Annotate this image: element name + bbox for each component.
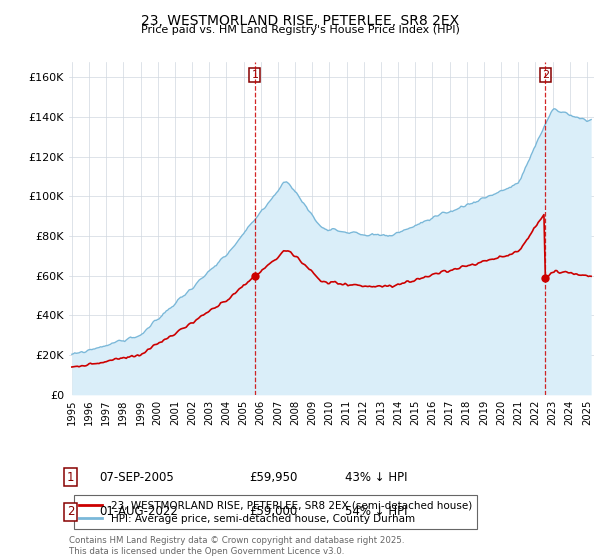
Text: 2: 2 (67, 505, 74, 519)
Text: 07-SEP-2005: 07-SEP-2005 (99, 470, 174, 484)
Text: Contains HM Land Registry data © Crown copyright and database right 2025.
This d: Contains HM Land Registry data © Crown c… (69, 536, 404, 556)
Text: £59,950: £59,950 (249, 470, 298, 484)
Text: 23, WESTMORLAND RISE, PETERLEE, SR8 2EX: 23, WESTMORLAND RISE, PETERLEE, SR8 2EX (141, 14, 459, 28)
Text: 1: 1 (251, 70, 259, 80)
Text: £59,000: £59,000 (249, 505, 297, 519)
Text: Price paid vs. HM Land Registry's House Price Index (HPI): Price paid vs. HM Land Registry's House … (140, 25, 460, 35)
Text: 43% ↓ HPI: 43% ↓ HPI (345, 470, 407, 484)
Text: 2: 2 (542, 70, 549, 80)
Text: 54% ↓ HPI: 54% ↓ HPI (345, 505, 407, 519)
Text: 1: 1 (67, 470, 74, 484)
Text: 01-AUG-2022: 01-AUG-2022 (99, 505, 178, 519)
Legend: 23, WESTMORLAND RISE, PETERLEE, SR8 2EX (semi-detached house), HPI: Average pric: 23, WESTMORLAND RISE, PETERLEE, SR8 2EX … (74, 495, 477, 529)
